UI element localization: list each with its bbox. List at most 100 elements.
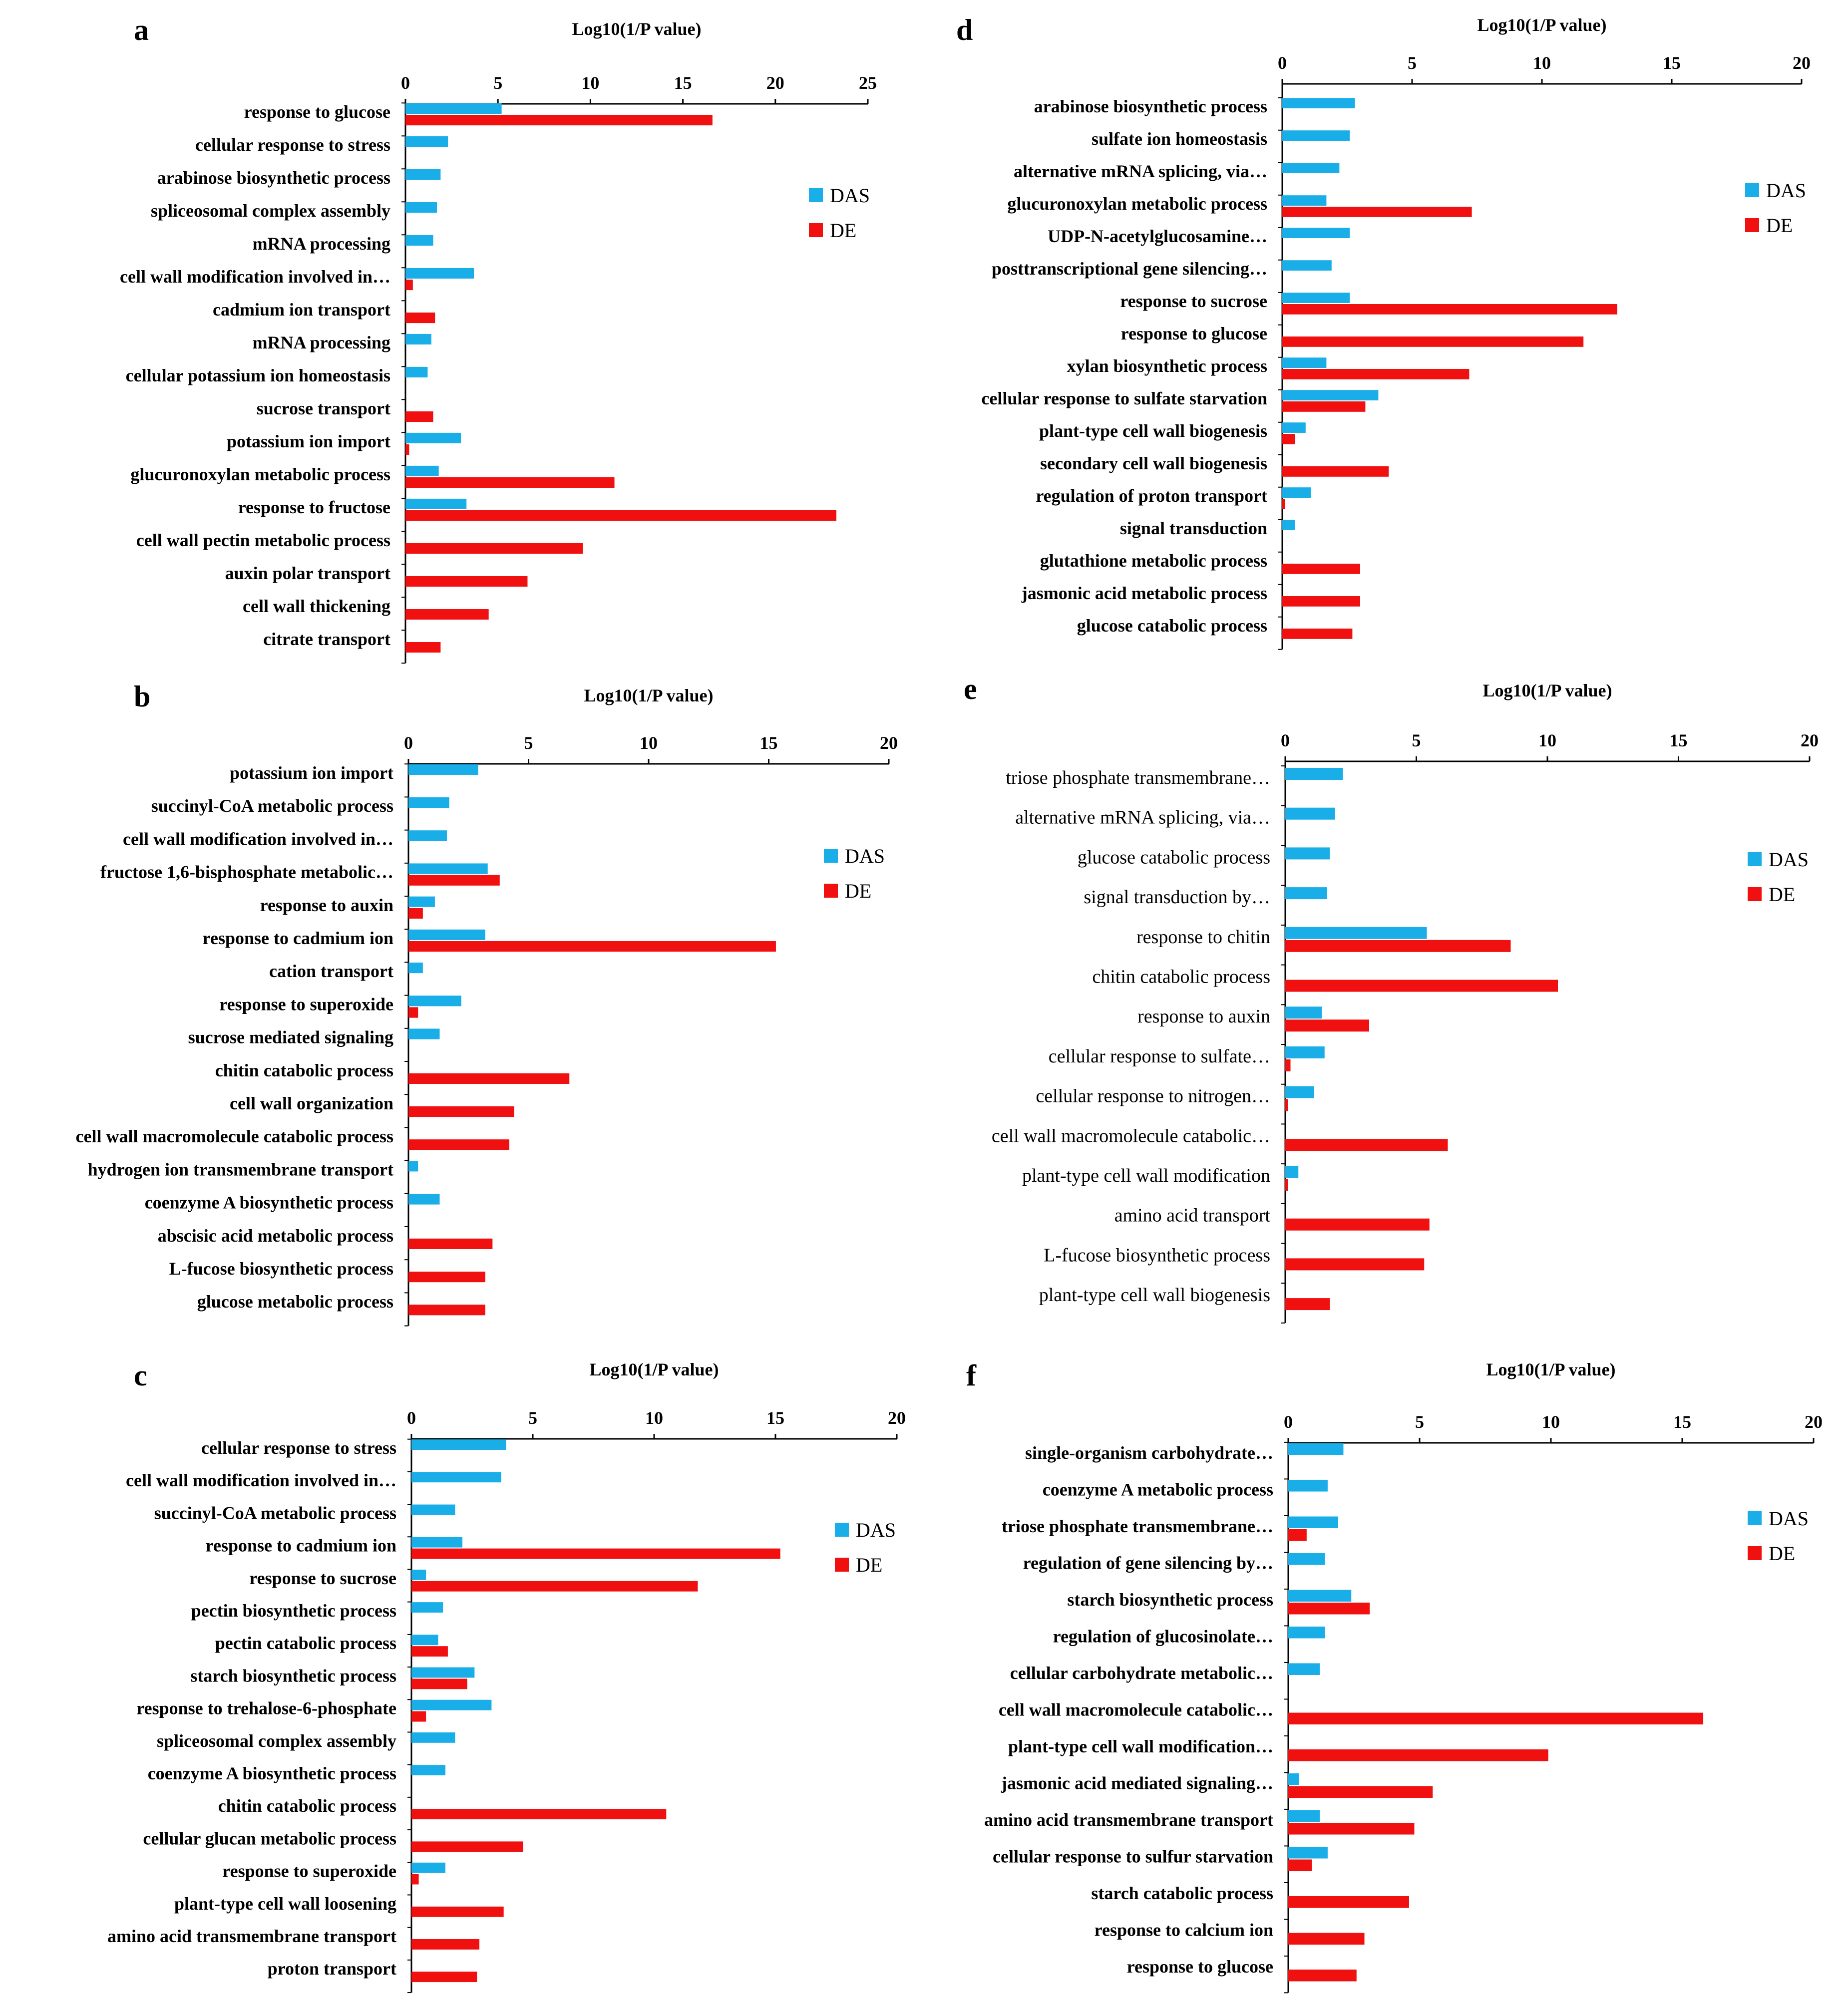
category-label: xylan biosynthetic process <box>1067 356 1267 376</box>
x-tick-label: 0 <box>401 73 410 93</box>
category-label: single-organism carbohydrate… <box>1025 1443 1273 1463</box>
bar-de <box>405 576 528 587</box>
bar-das <box>1288 1626 1325 1639</box>
category-label: regulation of glucosinolate… <box>1053 1627 1273 1647</box>
bar-das <box>408 1028 440 1039</box>
panel-letter: d <box>956 13 973 46</box>
legend: DAS DE <box>835 1519 896 1576</box>
bar-das <box>1282 163 1340 173</box>
bar-de <box>1282 401 1366 412</box>
chart-panel-d: d Log10(1/P value) 0 5 10 15 20 arabinose biosy… <box>956 13 1811 650</box>
bar-de <box>408 1106 514 1117</box>
legend: DAS DE <box>1748 1507 1809 1565</box>
bar-das <box>1285 887 1327 900</box>
bar-de <box>1285 1298 1330 1311</box>
bar-das <box>405 169 441 180</box>
bar-das <box>1288 1590 1352 1602</box>
bar-das <box>1288 1663 1320 1675</box>
bar-de <box>408 1073 570 1084</box>
legend-swatch-de <box>1748 887 1762 901</box>
x-tick-label: 10 <box>640 733 658 753</box>
bar-de <box>1282 564 1360 574</box>
category-label: chitin catabolic process <box>215 1060 393 1080</box>
category-label: response to glucose <box>1127 1957 1273 1977</box>
x-tick-label: 15 <box>760 733 778 753</box>
bar-das <box>1282 228 1350 238</box>
x-tick-label: 5 <box>1408 53 1417 73</box>
category-label: cellular response to stress <box>195 135 390 155</box>
category-label: regulation of proton transport <box>1036 486 1267 506</box>
bar-de <box>1282 369 1470 379</box>
bar-das <box>411 1699 492 1710</box>
category-label: response to superoxide <box>219 994 393 1014</box>
category-label: L-fucose biosynthetic process <box>169 1259 393 1279</box>
bar-das <box>1288 1773 1299 1785</box>
category-label: sucrose mediated signaling <box>188 1027 393 1047</box>
bar-das <box>405 366 428 377</box>
bar-das <box>1282 487 1311 498</box>
bar-das <box>411 1439 506 1450</box>
category-label: response to auxin <box>260 895 393 915</box>
x-tick-label: 10 <box>645 1408 663 1428</box>
category-label: signal transduction by… <box>1084 887 1270 908</box>
legend: DAS DE <box>1748 848 1809 906</box>
bar-das <box>411 1504 455 1515</box>
category-label: chitin catabolic process <box>218 1796 396 1816</box>
bar-de <box>408 1238 493 1249</box>
panel-letter: e <box>964 672 977 705</box>
category-label: cation transport <box>269 961 393 981</box>
category-label: cellular response to sulfate… <box>1049 1046 1270 1067</box>
bar-das <box>1282 260 1332 271</box>
bar-das <box>408 764 478 775</box>
bar-de <box>408 1007 418 1018</box>
bar-de <box>408 875 500 886</box>
bar-das <box>1288 1846 1328 1859</box>
x-tick-label: 5 <box>1415 1412 1424 1432</box>
bar-de <box>405 444 409 455</box>
category-label: response to glucose <box>244 102 390 122</box>
category-label: hydrogen ion transmembrane transport <box>88 1159 393 1179</box>
legend-swatch-das <box>809 188 823 202</box>
category-label: cellular response to nitrogen… <box>1036 1086 1270 1107</box>
category-label: response to cadmium ion <box>203 928 393 948</box>
bar-de <box>1285 1218 1430 1231</box>
x-tick-label: 10 <box>581 73 599 93</box>
bar-das <box>408 1161 418 1172</box>
bar-de <box>411 1809 667 1820</box>
category-label: succinyl-CoA metabolic process <box>154 1503 396 1523</box>
bar-das <box>405 498 467 509</box>
bar-de <box>405 411 433 422</box>
bar-de <box>1282 304 1617 315</box>
bar-das <box>1285 768 1343 780</box>
panel-letter: b <box>134 680 150 713</box>
x-tick-label: 5 <box>524 733 533 753</box>
bar-das <box>1282 98 1355 108</box>
bar-de <box>1282 466 1389 477</box>
legend-label: DAS <box>1769 848 1809 871</box>
x-tick-label: 25 <box>859 73 877 93</box>
category-label: glucose catabolic process <box>1077 616 1267 636</box>
bar-das <box>405 202 437 213</box>
category-label: spliceosomal complex assembly <box>151 201 390 221</box>
category-label: potassium ion import <box>230 763 393 783</box>
legend-label: DE <box>830 219 856 242</box>
category-label: signal transduction <box>1120 518 1267 538</box>
bar-das <box>1282 130 1350 141</box>
legend-swatch-de <box>809 223 823 237</box>
bar-das <box>1285 1166 1299 1178</box>
category-label: fructose 1,6-bisphosphate metabolic… <box>100 862 393 882</box>
category-label: response to chitin <box>1136 927 1270 948</box>
category-label: cellular carbohydrate metabolic… <box>1010 1663 1273 1683</box>
category-label: plant-type cell wall modification <box>1022 1165 1270 1186</box>
bar-de <box>1288 1603 1370 1615</box>
bar-das <box>1285 1006 1322 1019</box>
bar-de <box>1288 1749 1548 1761</box>
bar-de <box>1282 336 1584 347</box>
category-label: response to cadmium ion <box>206 1536 396 1556</box>
bar-das <box>411 1765 446 1775</box>
bar-de <box>1282 207 1472 217</box>
bar-de <box>408 908 423 919</box>
bar-das <box>408 996 461 1006</box>
bar-de <box>411 1939 480 1950</box>
